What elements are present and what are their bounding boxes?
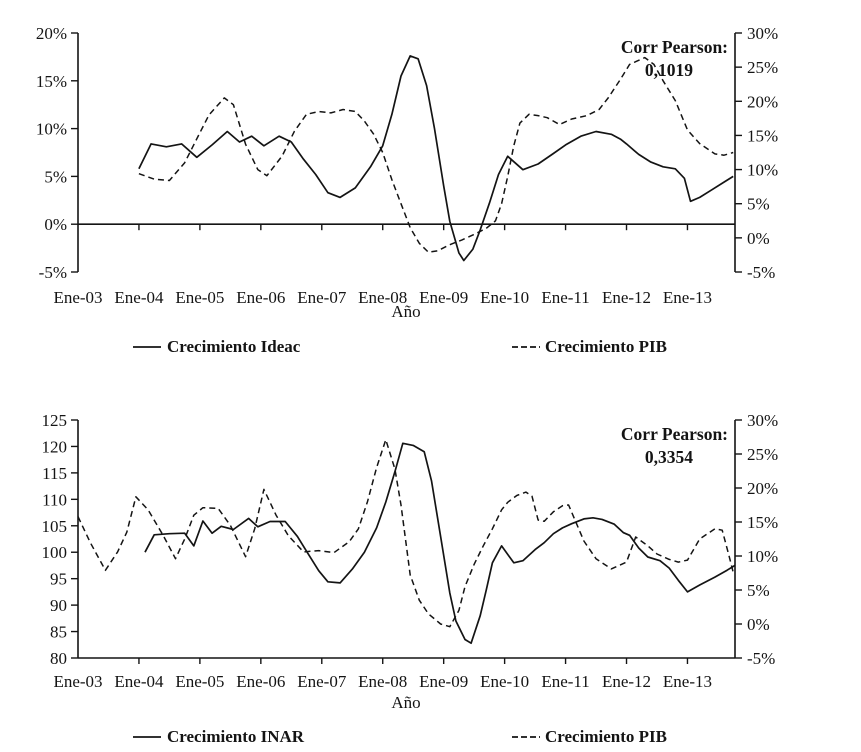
right-axis-tick-label: 30% <box>747 411 778 430</box>
corr-pearson-value: 0,3354 <box>645 447 693 467</box>
corr-pearson-label: Corr Pearson: <box>621 424 728 444</box>
right-axis-tick-label: 20% <box>747 479 778 498</box>
corr-pearson-label: Corr Pearson: <box>621 37 728 57</box>
x-axis-tick-label: Ene-10 <box>480 672 529 691</box>
x-axis-tick-label: Ene-13 <box>663 672 712 691</box>
left-axis-tick-label: 90 <box>50 596 67 615</box>
right-axis-tick-label: 5% <box>747 581 770 600</box>
right-axis-tick-label: -5% <box>747 263 775 282</box>
x-axis-tick-label: Ene-06 <box>236 288 285 307</box>
x-axis-tick-label: Ene-08 <box>358 672 407 691</box>
left-axis-tick-label: 95 <box>50 570 67 589</box>
x-axis-tick-label: Ene-13 <box>663 288 712 307</box>
left-axis-tick-label: 85 <box>50 623 67 642</box>
growth-chart-ideac-vs-pib: 20% 15% 10% 5% 0% -5% 30% 25% 20% 15% 10% 5% 0% -5% En… <box>36 24 778 356</box>
right-axis-tick-label: 15% <box>747 513 778 532</box>
right-axis-tick-label: 30% <box>747 24 778 43</box>
x-axis-tick-label: Ene-04 <box>114 288 164 307</box>
x-axis-tick-label: Ene-03 <box>53 672 102 691</box>
left-axis-tick-label: 110 <box>42 490 67 509</box>
right-axis-tick-label: 20% <box>747 92 778 111</box>
left-axis-tick-label: -5% <box>39 263 67 282</box>
x-axis-title: Año <box>391 693 420 712</box>
right-axis-tick-label: 10% <box>747 161 778 180</box>
legend-label-crecimiento-inar: Crecimiento INAR <box>167 727 305 746</box>
x-axis-tick-label: Ene-11 <box>541 288 589 307</box>
left-axis-tick-label: 20% <box>36 24 67 43</box>
x-axis-tick-label: Ene-05 <box>175 672 224 691</box>
x-axis-tick-label: Ene-11 <box>541 672 589 691</box>
left-axis-tick-label: 120 <box>42 437 68 456</box>
left-axis-tick-label: 115 <box>42 464 67 483</box>
x-axis-tick-label: Ene-06 <box>236 672 285 691</box>
left-axis-tick-label: 15% <box>36 72 67 91</box>
x-axis-tick-label: Ene-07 <box>297 672 347 691</box>
legend-label-crecimiento-pib: Crecimiento PIB <box>545 727 667 746</box>
left-axis-tick-label: 100 <box>42 543 68 562</box>
corr-pearson-value: 0,1019 <box>645 60 693 80</box>
x-axis-tick-label: Ene-12 <box>602 672 651 691</box>
right-axis-tick-label: 25% <box>747 445 778 464</box>
x-axis-tick-label: Ene-07 <box>297 288 347 307</box>
right-axis-tick-label: 15% <box>747 126 778 145</box>
legend-label-crecimiento-ideac: Crecimiento Ideac <box>167 337 301 356</box>
series-line-crecimiento-inar <box>144 442 736 645</box>
left-axis-tick-label: 10% <box>36 120 67 139</box>
right-axis-tick-label: 5% <box>747 195 770 214</box>
x-axis-tick-label: Ene-09 <box>419 672 468 691</box>
x-axis-tick-label: Ene-04 <box>114 672 164 691</box>
left-axis-tick-label: 105 <box>42 517 68 536</box>
series-line-crecimiento-pib <box>138 56 734 253</box>
left-axis-tick-label: 80 <box>50 649 67 668</box>
x-axis-tick-label: Ene-05 <box>175 288 224 307</box>
series-line-crecimiento-pib <box>77 438 734 628</box>
right-axis-tick-label: 0% <box>747 229 770 248</box>
x-axis-tick-label: Ene-12 <box>602 288 651 307</box>
right-axis-tick-label: 0% <box>747 615 770 634</box>
left-axis-tick-label: 0% <box>44 215 67 234</box>
x-axis-title: Año <box>391 302 420 321</box>
left-axis-tick-label: 125 <box>42 411 68 430</box>
x-axis-tick-label: Ene-09 <box>419 288 468 307</box>
x-axis-tick-label: Ene-08 <box>358 288 407 307</box>
right-axis-tick-label: 10% <box>747 547 778 566</box>
right-axis-tick-label: 25% <box>747 58 778 77</box>
x-axis-tick-label: Ene-10 <box>480 288 529 307</box>
legend-label-crecimiento-pib: Crecimiento PIB <box>545 337 667 356</box>
x-axis-tick-label: Ene-03 <box>53 288 102 307</box>
left-axis-tick-label: 5% <box>44 167 67 186</box>
growth-chart-inar-vs-pib: 125 120 115 110 105 100 95 90 85 80 30% 25% 20% 15% 10… <box>42 411 779 746</box>
right-axis-tick-label: -5% <box>747 649 775 668</box>
series-line-crecimiento-ideac <box>138 55 734 262</box>
